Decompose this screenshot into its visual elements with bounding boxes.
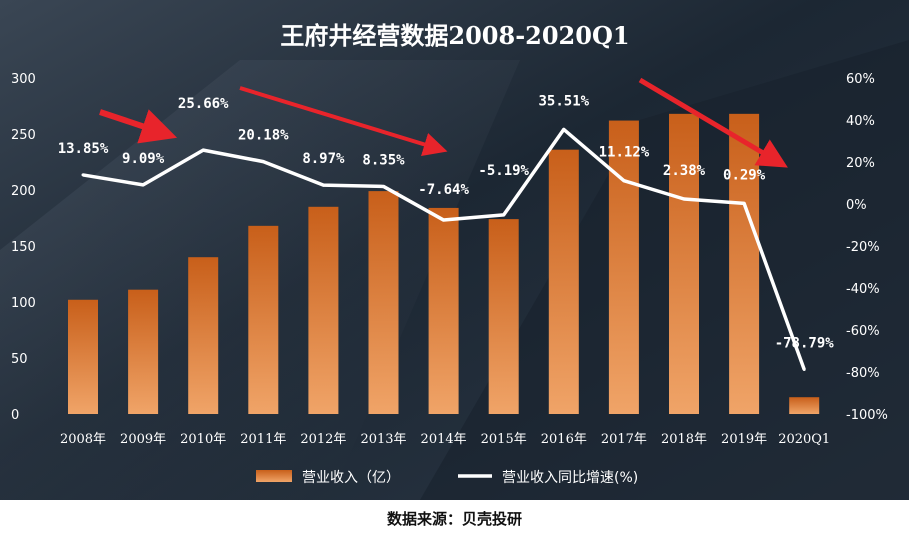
data-label: 8.97% bbox=[302, 151, 345, 167]
left-axis-tick-label: 200 bbox=[11, 184, 36, 199]
line-point bbox=[321, 183, 325, 187]
x-axis-tick-label: 2008年 bbox=[60, 432, 106, 447]
x-axis-tick-label: 2019年 bbox=[721, 432, 767, 447]
data-label: -78.79% bbox=[775, 335, 835, 351]
right-axis-tick-label: 60% bbox=[846, 72, 875, 87]
source-note: 数据来源：贝壳投研 bbox=[386, 510, 522, 528]
right-axis-tick-label: -80% bbox=[846, 366, 880, 381]
bar bbox=[128, 289, 159, 414]
x-axis-tick-label: 2016年 bbox=[541, 432, 587, 447]
left-axis-tick-label: 0 bbox=[11, 408, 19, 423]
left-axis-tick-label: 150 bbox=[11, 240, 36, 255]
x-axis-tick-label: 2015年 bbox=[481, 432, 527, 447]
right-axis-tick-label: 0% bbox=[846, 198, 867, 213]
line-point bbox=[682, 197, 686, 201]
trend-arrow bbox=[638, 77, 788, 168]
line-point bbox=[562, 127, 566, 131]
legend-label-growth: 营业收入同比增速(%) bbox=[502, 470, 638, 486]
line-point bbox=[622, 179, 626, 183]
x-axis-tick-label: 2009年 bbox=[120, 432, 166, 447]
right-axis-tick-label: 20% bbox=[846, 156, 875, 171]
data-label: 2.38% bbox=[663, 163, 706, 179]
right-axis-tick-label: -20% bbox=[846, 240, 880, 255]
left-axis-tick-label: 300 bbox=[11, 72, 36, 87]
right-axis-tick-label: -60% bbox=[846, 324, 880, 339]
x-axis-tick-label: 2017年 bbox=[601, 432, 647, 447]
bar bbox=[608, 120, 639, 414]
bar bbox=[488, 219, 519, 414]
bar bbox=[188, 257, 219, 414]
line-point bbox=[802, 367, 806, 371]
x-axis-tick-label: 2018年 bbox=[661, 432, 707, 447]
x-axis-tick-label: 2011年 bbox=[240, 432, 286, 447]
bar bbox=[308, 206, 339, 414]
line-point bbox=[81, 173, 85, 177]
data-label: 8.35% bbox=[362, 152, 405, 168]
data-label: 25.66% bbox=[178, 96, 229, 112]
bar bbox=[68, 299, 98, 414]
bar bbox=[368, 191, 399, 414]
data-label: 35.51% bbox=[539, 93, 590, 109]
x-axis-tick-label: 2013年 bbox=[360, 432, 406, 447]
data-label: 20.18% bbox=[238, 128, 289, 144]
right-axis-tick-label: -100% bbox=[846, 408, 888, 423]
x-axis-tick-label: 2012年 bbox=[300, 432, 346, 447]
line-point bbox=[141, 183, 145, 187]
bar bbox=[548, 149, 579, 414]
bar bbox=[789, 397, 820, 414]
bar bbox=[428, 207, 459, 414]
x-axis-tick-label: 2014年 bbox=[421, 432, 467, 447]
x-axis-tick-label: 2010年 bbox=[180, 432, 226, 447]
line-point bbox=[502, 213, 506, 217]
line-point bbox=[442, 218, 446, 222]
data-label: -5.19% bbox=[478, 163, 529, 179]
line-point bbox=[742, 201, 746, 205]
right-axis-tick-label: -40% bbox=[846, 282, 880, 297]
left-axis-tick-label: 250 bbox=[11, 128, 36, 143]
data-label: 13.85% bbox=[58, 141, 109, 157]
data-label: -7.64% bbox=[418, 182, 469, 198]
left-axis-tick-label: 100 bbox=[11, 296, 36, 311]
data-label: 0.29% bbox=[723, 167, 766, 183]
trend-arrow bbox=[99, 109, 178, 144]
bar bbox=[248, 225, 279, 414]
x-axis-tick-label: 2020Q1 bbox=[778, 432, 830, 447]
left-axis-tick-label: 50 bbox=[11, 352, 28, 367]
data-label: 9.09% bbox=[122, 151, 165, 167]
legend-label-revenue: 营业收入（亿） bbox=[302, 470, 400, 486]
legend-bar-swatch bbox=[256, 470, 292, 482]
line-point bbox=[201, 148, 205, 152]
line-point bbox=[261, 160, 265, 164]
right-axis-tick-label: 40% bbox=[846, 114, 875, 129]
data-label: 11.12% bbox=[599, 145, 650, 161]
chart-title: 王府井经营数据2008-2020Q1 bbox=[280, 21, 629, 50]
bar bbox=[729, 113, 760, 414]
line-point bbox=[382, 184, 385, 188]
trend-arrow bbox=[239, 86, 448, 156]
bar bbox=[669, 113, 699, 414]
